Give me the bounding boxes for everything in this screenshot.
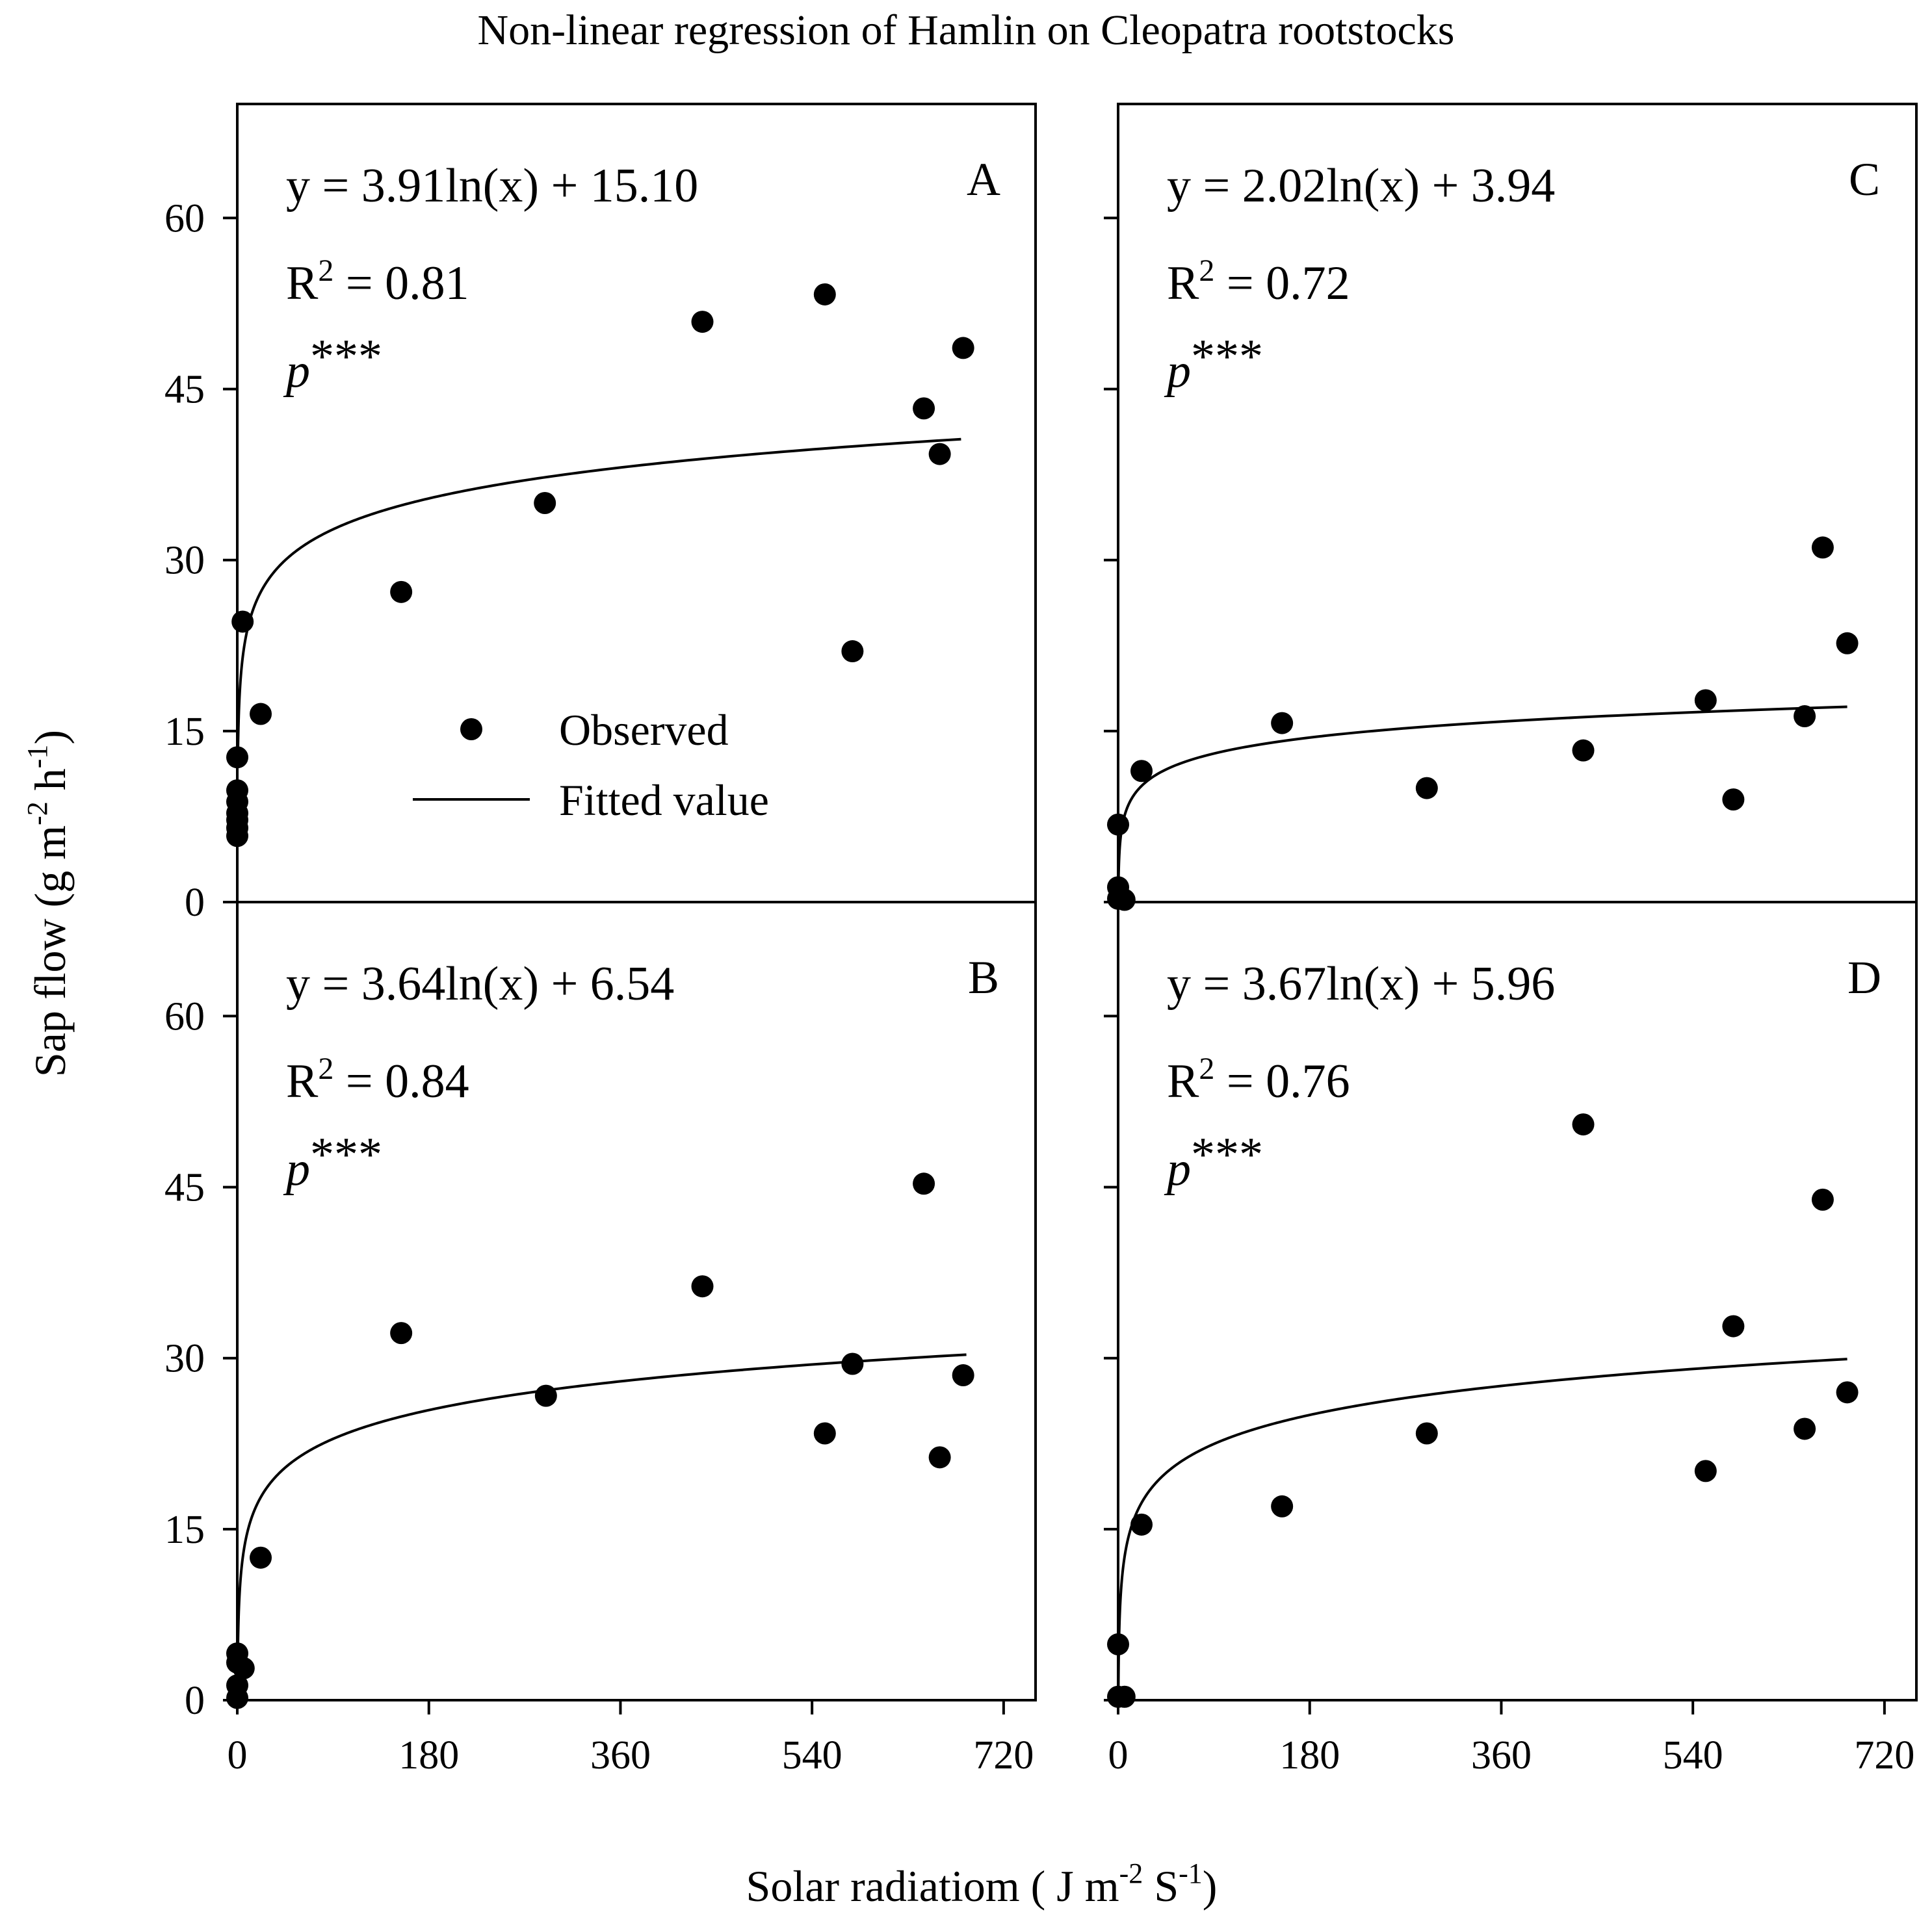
panel-c: y = 2.02ln(x) + 3.94 R2 = 0.72 p*** C — [1104, 103, 1918, 911]
observed-point — [928, 1446, 951, 1469]
panel-letter: B — [968, 951, 999, 1003]
r-squared: R2 = 0.72 — [1167, 253, 1350, 310]
observed-point — [952, 1364, 974, 1387]
observed-point — [1694, 689, 1717, 712]
y-tick-label: 15 — [164, 710, 205, 754]
observed-point — [1811, 536, 1834, 559]
y-tick-label: 0 — [185, 881, 205, 925]
observed-point — [928, 443, 951, 465]
regression-equation: y = 2.02ln(x) + 3.94 — [1167, 159, 1555, 213]
fitted-curve — [236, 1353, 967, 1693]
legend-observed-marker — [460, 718, 482, 740]
observed-point — [534, 1384, 557, 1407]
x-tick-label: 540 — [1663, 1733, 1723, 1778]
observed-point — [390, 580, 413, 603]
legend: Observed Fitted value — [413, 705, 769, 825]
p-value: p*** — [1164, 330, 1263, 398]
y-axis-label: Sap flow (g m-2 h-1) — [21, 730, 75, 1077]
y-tick-label: 15 — [164, 1508, 205, 1552]
panel-d: 0 180 360 540 720 y = 3.67ln(x) + 5.96 R2 = 0.… — [1104, 901, 1918, 1778]
y-tick-label: 60 — [164, 196, 205, 240]
observed-point — [1415, 777, 1438, 799]
panel-b: 0 15 30 45 60 0 180 360 540 720 y = 3.64ln(x) + 6.… — [164, 901, 1037, 1778]
legend-observed-label: Observed — [559, 705, 729, 755]
panel-a: 0 15 30 45 60 y = 3.91ln(x) + 15.10 R2 = 0.81 p… — [164, 103, 1037, 925]
observed-point — [913, 1172, 935, 1195]
observed-point — [250, 1546, 272, 1569]
observed-point — [1107, 813, 1129, 836]
regression-equation: y = 3.91ln(x) + 15.10 — [286, 159, 698, 213]
panel-letter: A — [967, 153, 1000, 205]
r-squared: R2 = 0.81 — [286, 253, 469, 310]
x-axis-label: Solar radiatiom ( J m-2 S-1) — [746, 1857, 1218, 1911]
y-tick-label: 30 — [164, 539, 205, 583]
y-tick-label: 0 — [185, 1679, 205, 1723]
observed-point — [226, 779, 248, 802]
legend-fitted-label: Fitted value — [559, 775, 769, 825]
observed-point — [1271, 1495, 1294, 1518]
p-value: p*** — [1164, 1128, 1263, 1196]
observed-point — [1722, 1315, 1745, 1338]
observed-point — [226, 746, 248, 769]
observed-point — [913, 397, 935, 420]
y-tick-label: 45 — [164, 368, 205, 412]
panel-frame — [1117, 901, 1918, 1701]
observed-point — [1130, 1513, 1153, 1536]
observed-point — [1694, 1460, 1717, 1482]
observed-point — [250, 703, 272, 725]
fitted-curve — [1117, 705, 1847, 901]
observed-point — [534, 492, 556, 514]
x-tick-label: 180 — [398, 1733, 459, 1778]
x-tick-label: 0 — [228, 1733, 248, 1778]
observed-point — [226, 1674, 248, 1697]
panel-letter: C — [1849, 153, 1880, 205]
observed-point — [1107, 1633, 1129, 1656]
observed-point — [1794, 705, 1816, 728]
observed-point — [1811, 1188, 1834, 1211]
observed-point — [1271, 712, 1294, 734]
observed-point — [841, 1352, 864, 1375]
x-tick-label: 360 — [1471, 1733, 1532, 1778]
observed-point — [841, 640, 864, 663]
panel-frame — [236, 901, 1037, 1701]
x-tick-label: 720 — [973, 1733, 1034, 1778]
x-tick-label: 360 — [590, 1733, 651, 1778]
x-tick-label: 0 — [1108, 1733, 1129, 1778]
regression-equation: y = 3.67ln(x) + 5.96 — [1167, 957, 1555, 1011]
observed-point — [1113, 1685, 1136, 1708]
fitted-curve — [236, 437, 961, 753]
x-tick-label: 720 — [1854, 1733, 1914, 1778]
chart-title: Non-linear regression of Hamlin on Cleop… — [478, 6, 1455, 54]
observed-point — [1113, 888, 1136, 911]
p-value: p*** — [283, 1128, 382, 1196]
x-tick-label: 540 — [782, 1733, 842, 1778]
panel-letter: D — [1847, 951, 1881, 1003]
r-squared: R2 = 0.84 — [286, 1052, 469, 1108]
y-tick-label: 45 — [164, 1166, 205, 1210]
observed-point — [1794, 1417, 1816, 1440]
observed-point — [232, 1657, 255, 1679]
observed-point — [390, 1322, 413, 1345]
observed-point — [691, 311, 714, 333]
observed-point — [1722, 788, 1745, 811]
observed-point — [1572, 1113, 1595, 1136]
observed-point — [813, 1422, 836, 1445]
observed-point — [1572, 739, 1595, 762]
y-tick-label: 60 — [164, 994, 205, 1039]
observed-point — [813, 283, 836, 305]
x-tick-label: 180 — [1279, 1733, 1340, 1778]
observed-point — [231, 610, 254, 633]
observed-point — [952, 337, 974, 359]
observed-point — [1130, 760, 1153, 782]
r-squared: R2 = 0.76 — [1167, 1052, 1350, 1108]
p-value: p*** — [283, 330, 382, 398]
regression-equation: y = 3.64ln(x) + 6.54 — [286, 957, 674, 1011]
observed-point — [1415, 1422, 1438, 1445]
y-tick-label: 30 — [164, 1337, 205, 1381]
observed-point — [691, 1275, 714, 1298]
observed-point — [1836, 1381, 1859, 1404]
observed-point — [1836, 632, 1859, 654]
